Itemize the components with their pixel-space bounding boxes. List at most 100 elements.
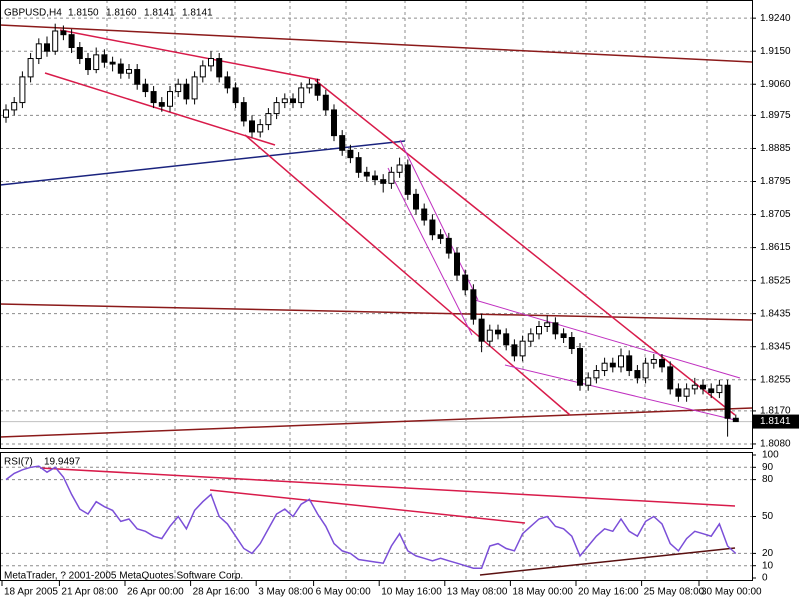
candle-body <box>708 388 715 394</box>
candle-body <box>101 54 108 63</box>
x-tick-label: 13 May 08:00 <box>447 587 508 598</box>
x-tick-label: 18 Apr 2005 <box>4 587 58 598</box>
candle-body <box>577 348 583 386</box>
candle-body <box>691 384 698 390</box>
trendline <box>0 140 406 186</box>
ohlc-label: 1.8141 <box>182 8 213 19</box>
candle-body <box>470 289 477 320</box>
candle-body <box>3 109 9 118</box>
candle-body <box>249 120 255 133</box>
candle-body <box>413 193 419 210</box>
candle-body <box>224 76 231 89</box>
candle-body <box>158 102 165 107</box>
watermark: MetaTrader, ? 2001-2005 MetaQuotes Softw… <box>4 571 243 582</box>
candle-body <box>486 329 493 342</box>
candle-body <box>716 384 723 394</box>
trendline <box>59 29 321 81</box>
candle-body <box>298 87 305 104</box>
candle-body <box>52 30 59 52</box>
candle-body <box>175 83 182 93</box>
candle-body <box>511 344 518 357</box>
candle-body <box>11 102 18 111</box>
last-price-box <box>753 414 799 429</box>
candle-body <box>35 43 42 60</box>
candle-body <box>675 388 682 397</box>
y-tick-label: 1.8345 <box>760 341 791 352</box>
y-tick-label: 1.8885 <box>760 143 791 154</box>
candle-body <box>76 47 83 60</box>
last-price-label: 1.8141 <box>760 416 791 427</box>
x-tick-label: 10 May 16:00 <box>381 587 442 598</box>
y-tick-label: 1.8170 <box>760 406 791 417</box>
ohlc-label: 1.8150 <box>68 8 99 19</box>
y-tick-label: 1.8615 <box>760 242 791 253</box>
candle-body <box>429 219 436 236</box>
candle-body <box>544 322 551 327</box>
candle-body <box>363 171 370 177</box>
y-tick-label: 80 <box>762 474 774 485</box>
ohlc-label: 1.8160 <box>106 8 137 19</box>
rsi-name: RSI(7) <box>4 457 33 468</box>
candle-body <box>445 237 452 254</box>
candle-body <box>290 98 296 104</box>
candle-body <box>626 355 633 372</box>
y-tick-label: 20 <box>762 548 774 559</box>
y-tick-label: 1.8795 <box>760 176 791 187</box>
candle-body <box>44 43 50 52</box>
candle-body <box>732 417 739 423</box>
candle-body <box>183 83 190 100</box>
candle-body <box>117 63 124 74</box>
y-tick-label: 1.8255 <box>760 374 791 385</box>
y-tick-label: 1.9240 <box>760 13 791 24</box>
candle-body <box>265 113 272 126</box>
candle-body <box>642 362 649 379</box>
candle-body <box>454 252 460 276</box>
candle-body <box>142 83 149 93</box>
candle-body <box>634 370 641 379</box>
y-tick-label: 1.8435 <box>760 308 791 319</box>
trendline <box>479 547 736 576</box>
candle-body <box>552 322 559 335</box>
candle-body <box>322 94 329 111</box>
trendline <box>0 303 753 321</box>
x-tick-label: 26 Apr 00:00 <box>127 587 184 598</box>
candle-body <box>724 384 731 419</box>
candle-body <box>232 87 239 104</box>
trendline <box>209 489 526 524</box>
trendline <box>474 299 741 379</box>
candle-body <box>126 69 132 74</box>
candle-body <box>536 325 542 335</box>
y-tick-label: 1.8705 <box>760 209 791 220</box>
candle-body <box>93 54 100 71</box>
candle-body <box>609 362 616 368</box>
candle-body <box>593 370 600 379</box>
candle-body <box>199 65 206 78</box>
y-tick-label: 10 <box>762 560 774 571</box>
candle-body <box>618 355 624 368</box>
candle-body <box>134 69 141 85</box>
candle-body <box>462 274 469 291</box>
candle-body <box>372 175 378 181</box>
candle-body <box>404 164 411 195</box>
candle-body <box>85 58 91 71</box>
candle-body <box>667 366 674 390</box>
y-tick-label: 90 <box>762 462 774 473</box>
rsi-line <box>5 465 737 569</box>
candle-body <box>167 91 173 107</box>
candle-body <box>650 359 657 364</box>
candle-body <box>331 109 337 137</box>
candle-body <box>306 83 313 89</box>
candle-body <box>503 333 510 346</box>
x-tick-label: 21 Apr 08:00 <box>61 587 118 598</box>
trendline <box>244 134 571 416</box>
candle-body <box>478 318 485 342</box>
candle-body <box>216 58 223 78</box>
main-frame <box>0 0 753 449</box>
candle-body <box>60 30 67 36</box>
candle-body <box>109 61 116 65</box>
trendline <box>44 72 276 146</box>
candle-body <box>585 377 592 386</box>
y-tick-label: 1.9060 <box>760 79 791 90</box>
candle-body <box>519 340 526 357</box>
